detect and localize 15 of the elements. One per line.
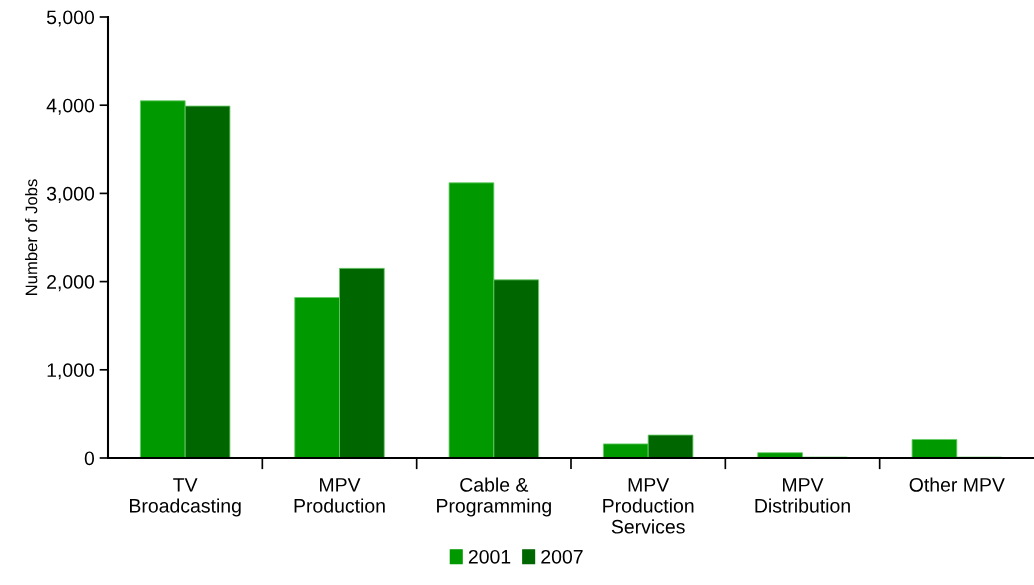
x-tick-label: MPV Production [294, 478, 385, 513]
x-tick-label: Cable & Programming [437, 477, 551, 517]
x-tick-label: Other MPV [909, 477, 1005, 492]
legend-label: 2001 [468, 549, 511, 564]
x-tick-label: MPV Production Services [603, 478, 694, 534]
legend-label: 2007 [541, 549, 583, 564]
y-tick-label: 3,000 [46, 186, 95, 203]
y-axis-title: Number of Jobs [25, 179, 38, 295]
x-tick-label: MPV Distribution [755, 478, 850, 513]
x-tick-label: TV Broadcasting [130, 478, 241, 517]
y-tick-label: 4,000 [46, 98, 95, 115]
y-tick-label: 5,000 [46, 10, 95, 27]
y-tick-label: 1,000 [47, 363, 95, 380]
y-tick-label: 2,000 [47, 275, 95, 292]
y-tick-label: 0 [84, 451, 95, 466]
